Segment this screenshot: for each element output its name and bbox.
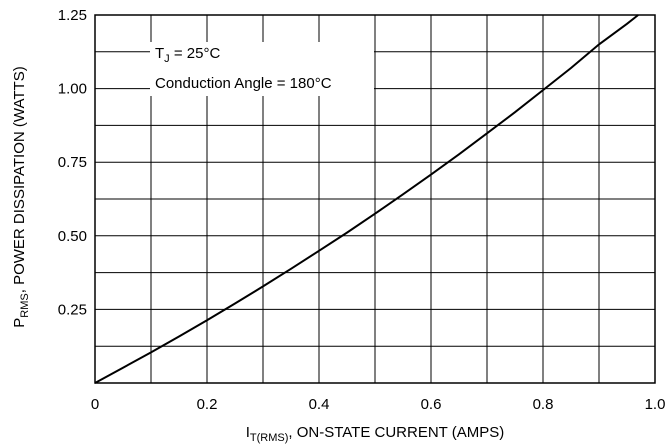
y-tick-label: 1.00 xyxy=(58,81,87,98)
x-tick-label: 0 xyxy=(91,396,99,413)
x-tick-label: 1.0 xyxy=(645,396,666,413)
y-tick-label: 1.25 xyxy=(58,7,87,24)
plot-frame xyxy=(94,14,656,384)
x-tick-label: 0.4 xyxy=(309,396,330,413)
annotation-conduction-angle: Conduction Angle = 180°C xyxy=(155,75,332,92)
y-tick-label: 0.25 xyxy=(58,301,87,318)
x-axis-label: IT(RMS), ON-STATE CURRENT (AMPS) xyxy=(246,424,505,444)
x-tick-labels: 0 0.2 0.4 0.6 0.8 1.0 xyxy=(91,396,666,413)
series-line xyxy=(94,14,639,384)
y-tick-labels: 0.25 0.50 0.75 1.00 1.25 xyxy=(58,7,87,318)
y-tick-label: 0.75 xyxy=(58,154,87,171)
x-tick-label: 0.2 xyxy=(197,396,218,413)
y-tick-label: 0.50 xyxy=(58,228,87,245)
annotation-tj: TJ = 25°C xyxy=(155,45,220,65)
x-tick-label: 0.6 xyxy=(421,396,442,413)
x-tick-label: 0.8 xyxy=(533,396,554,413)
annotation-box: TJ = 25°C Conduction Angle = 180°C xyxy=(150,42,374,96)
y-axis-label: PRMS, POWER DISSIPATION (WATTS) xyxy=(11,66,31,327)
